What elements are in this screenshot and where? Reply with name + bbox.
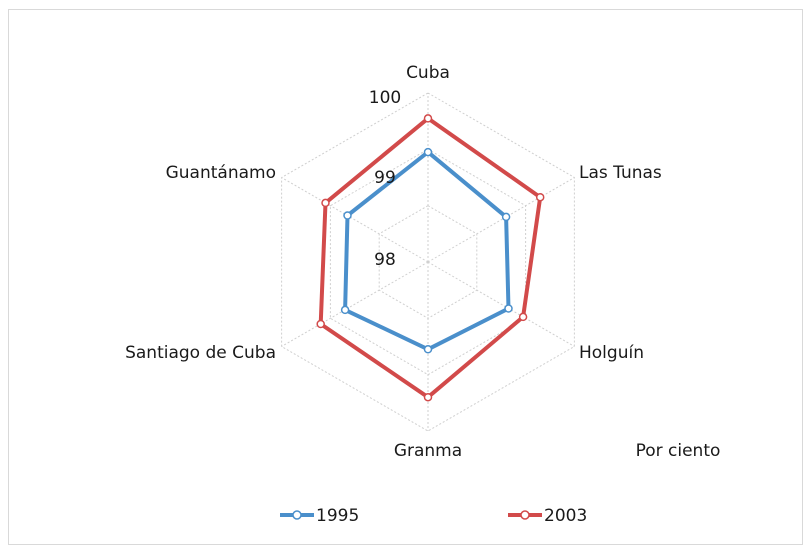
series-point-2003-4 bbox=[316, 319, 325, 329]
radar-series bbox=[316, 114, 545, 402]
unit-note: Por ciento bbox=[636, 441, 721, 461]
category-label-santiago-de-cuba: Santiago de Cuba bbox=[125, 343, 276, 363]
legend-item-1995: 1995 bbox=[280, 506, 359, 526]
legend-item-2003: 2003 bbox=[508, 506, 587, 526]
series-point-1995-2 bbox=[504, 304, 513, 313]
series-point-2003-0 bbox=[423, 114, 433, 123]
legend-label-1995: 1995 bbox=[316, 506, 359, 526]
grid-spoke-5 bbox=[281, 177, 429, 263]
legend-label-2003: 2003 bbox=[544, 506, 587, 526]
category-label-guantanamo: Guantánamo bbox=[166, 163, 276, 183]
series-point-2003-2 bbox=[518, 312, 528, 322]
grid-spoke-1 bbox=[427, 177, 575, 263]
series-point-1995-0 bbox=[423, 147, 433, 157]
radar-labels: Cuba Las Tunas Holguín Granma Santiago d… bbox=[125, 63, 720, 461]
category-label-las-tunas: Las Tunas bbox=[579, 163, 662, 183]
category-label-cuba: Cuba bbox=[406, 63, 450, 83]
grid-spoke-4 bbox=[281, 261, 429, 347]
legend-marker-1995 bbox=[292, 510, 302, 520]
series-point-1995-4 bbox=[340, 305, 350, 315]
series-point-1995-3 bbox=[423, 345, 433, 354]
legend: 1995 2003 bbox=[280, 506, 587, 526]
chart-frame bbox=[8, 9, 803, 545]
series-point-1995-1 bbox=[501, 212, 511, 222]
legend-marker-2003 bbox=[520, 510, 530, 520]
series-point-1995-5 bbox=[343, 211, 352, 220]
category-label-holguin: Holguín bbox=[579, 343, 644, 363]
series-point-2003-3 bbox=[423, 392, 433, 402]
r-tick-label-100: 100 bbox=[369, 88, 401, 108]
r-tick-label-98: 98 bbox=[374, 250, 396, 270]
series-point-2003-1 bbox=[535, 192, 545, 202]
category-label-granma: Granma bbox=[394, 441, 462, 461]
series-point-2003-5 bbox=[321, 198, 330, 208]
grid-spoke-2 bbox=[427, 261, 575, 347]
r-tick-label-99: 99 bbox=[374, 168, 396, 188]
